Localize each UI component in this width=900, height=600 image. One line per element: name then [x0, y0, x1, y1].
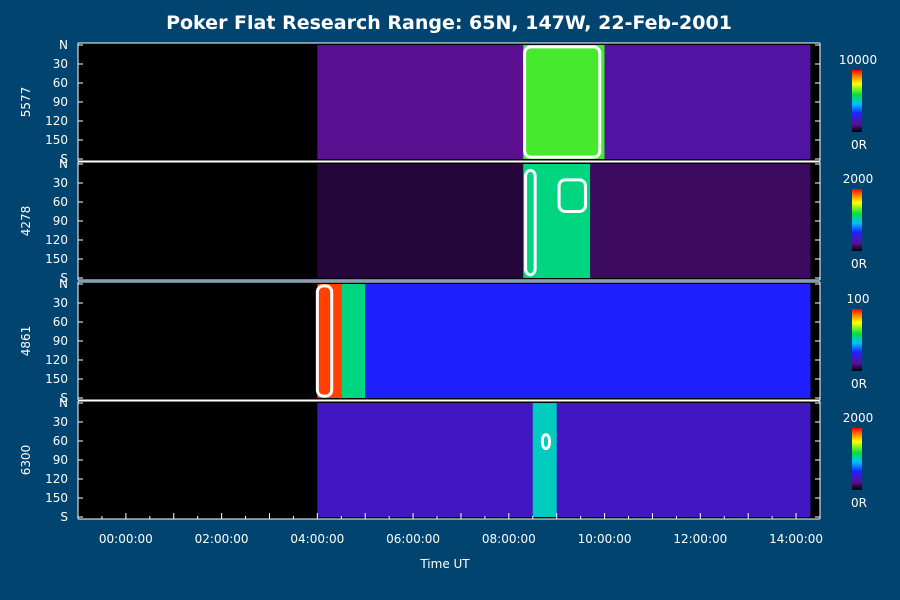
intensity-region: [317, 284, 342, 398]
intensity-region: [317, 45, 524, 159]
panel-label: 6300: [19, 445, 33, 476]
y-tick-label: 90: [53, 214, 68, 228]
y-tick-label: 90: [53, 453, 68, 467]
y-tick-label: 60: [53, 195, 68, 209]
y-tick-label: 150: [45, 252, 68, 266]
colorbar-max-label: 2000: [843, 411, 874, 425]
saturation-contour: [557, 178, 587, 213]
y-tick-label: 120: [45, 233, 68, 247]
intensity-region: [604, 45, 811, 159]
x-axis-label: Time UT: [419, 557, 470, 571]
y-tick-label: 30: [53, 415, 68, 429]
y-tick-label: 150: [45, 133, 68, 147]
colorbar-min-label: 0R: [851, 257, 867, 271]
y-tick-label: 120: [45, 472, 68, 486]
x-axis: 00:00:00 02:00:00 04:00:00 06:00:00 08:00:00…: [77, 513, 823, 546]
colorbar: [852, 428, 862, 490]
y-tick-label: 60: [53, 434, 68, 448]
y-tick-label: S: [60, 271, 68, 285]
colorbar-min-label: 0R: [851, 138, 867, 152]
y-tick-label: N: [59, 157, 68, 171]
colorbar-max-label: 2000: [843, 172, 874, 186]
intensity-region: [341, 284, 366, 398]
saturation-contour: [524, 168, 537, 277]
saturation-contour: [540, 433, 552, 451]
intensity-region: [317, 403, 811, 517]
y-tick-label: N: [59, 396, 68, 410]
panels-layer: N 30 60 90 120 150 S 5577 10000 0R N 30 60 90 120 150 S 4…: [19, 38, 877, 524]
y-tick-label: 120: [45, 114, 68, 128]
y-tick-label: N: [59, 277, 68, 291]
panel-6300: N 30 60 90 120 150 S 6300 2000 0R: [19, 396, 873, 524]
y-tick-label: 90: [53, 334, 68, 348]
panel-label: 4861: [19, 326, 33, 357]
chart-title: Poker Flat Research Range: 65N, 147W, 22…: [166, 12, 732, 34]
x-tick-label: 06:00:00: [386, 532, 440, 546]
y-tick-label: 90: [53, 95, 68, 109]
colorbar: [852, 309, 862, 371]
y-tick-label: 30: [53, 57, 68, 71]
y-tick-label: S: [60, 152, 68, 166]
y-tick-label: 150: [45, 372, 68, 386]
y-tick-label: 120: [45, 353, 68, 367]
y-tick-label: N: [59, 38, 68, 52]
panel-label: 4278: [19, 206, 33, 237]
intensity-region: [590, 164, 811, 278]
panel-4278: N 30 60 90 120 150 S 4278 2000 0R: [19, 157, 873, 285]
saturation-contour: [315, 284, 334, 398]
y-tick-label: 30: [53, 296, 68, 310]
x-tick-label: 08:00:00: [482, 532, 536, 546]
colorbar: [852, 70, 862, 132]
colorbar-max-label: 100: [847, 292, 870, 306]
y-tick-label: S: [60, 510, 68, 524]
y-tick-label: 60: [53, 315, 68, 329]
y-tick-label: 60: [53, 76, 68, 90]
intensity-region: [317, 164, 524, 278]
x-tick-label: 04:00:00: [290, 532, 344, 546]
panel-4861: N 30 60 90 120 150 S 4861 100 0R: [19, 277, 869, 405]
x-tick-label: 00:00:00: [99, 532, 153, 546]
x-tick-label: 14:00:00: [769, 532, 823, 546]
panel-label: 5577: [19, 87, 33, 118]
colorbar-min-label: 0R: [851, 496, 867, 510]
x-tick-label: 12:00:00: [673, 532, 727, 546]
colorbar-max-label: 10000: [839, 53, 877, 67]
y-tick-label: 30: [53, 176, 68, 190]
y-tick-label: S: [60, 391, 68, 405]
colorbar-min-label: 0R: [851, 377, 867, 391]
y-tick-label: 150: [45, 491, 68, 505]
intensity-region: [523, 45, 605, 159]
panel-5577: N 30 60 90 120 150 S 5577 10000 0R: [19, 38, 877, 166]
colorbar: [852, 189, 862, 251]
saturation-contour: [523, 45, 602, 159]
x-tick-label: 02:00:00: [195, 532, 249, 546]
intensity-region: [365, 284, 811, 398]
intensity-region: [532, 403, 557, 517]
x-tick-label: 10:00:00: [578, 532, 632, 546]
